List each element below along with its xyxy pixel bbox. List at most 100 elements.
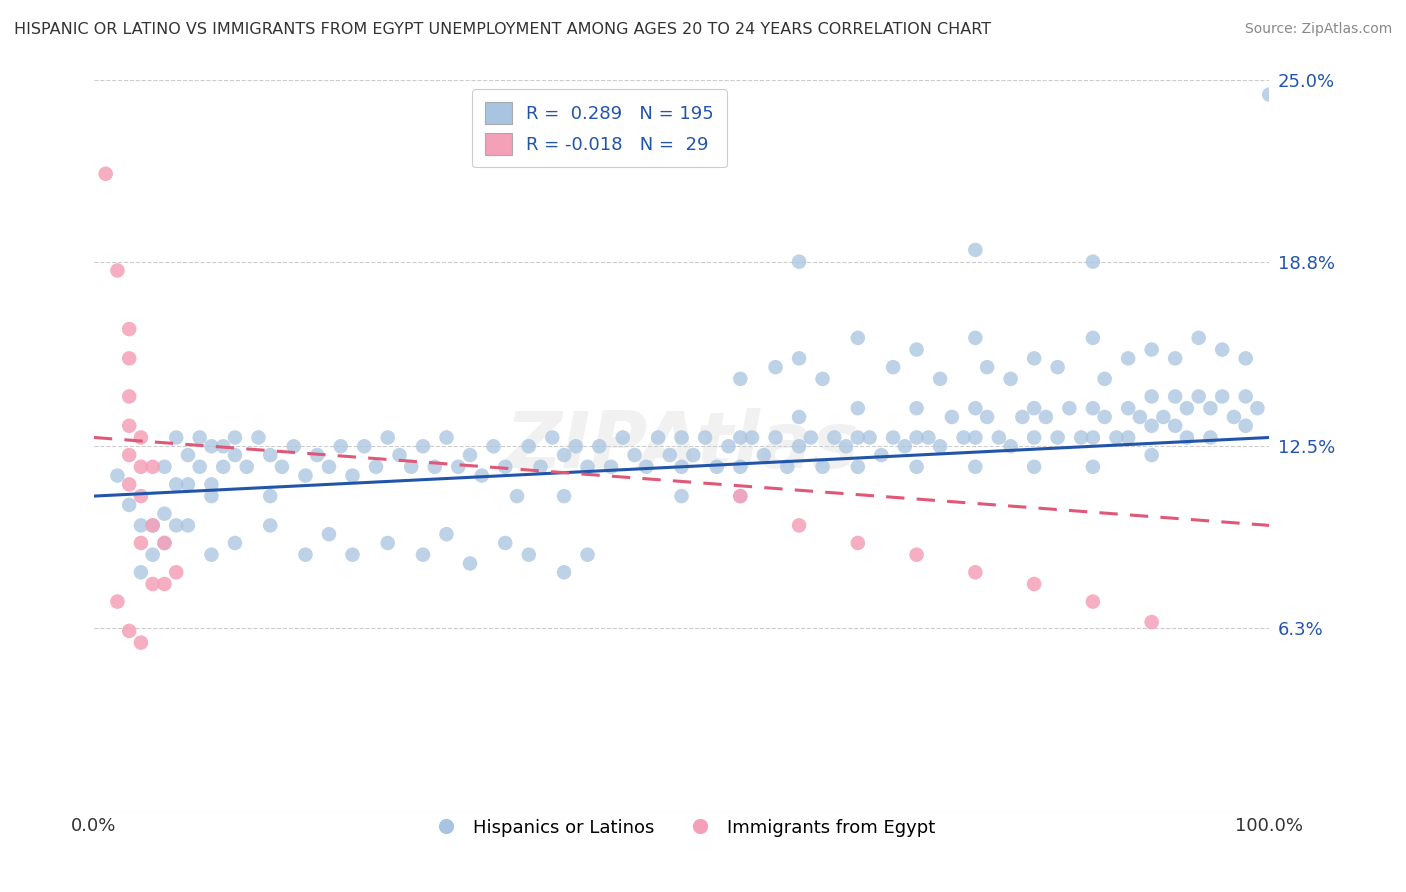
- Point: [200, 548, 222, 562]
- Text: ZIPAtlas: ZIPAtlas: [505, 409, 858, 484]
- Point: [1024, 430, 1046, 444]
- Point: [118, 498, 141, 512]
- Point: [1116, 351, 1139, 366]
- Point: [329, 439, 352, 453]
- Point: [1211, 343, 1233, 357]
- Point: [1024, 459, 1046, 474]
- Point: [517, 439, 540, 453]
- Point: [471, 468, 494, 483]
- Point: [200, 489, 222, 503]
- Point: [129, 430, 152, 444]
- Point: [423, 459, 446, 474]
- Point: [1094, 372, 1116, 386]
- Point: [1140, 615, 1163, 629]
- Point: [212, 439, 235, 453]
- Point: [283, 439, 305, 453]
- Point: [1129, 409, 1152, 424]
- Point: [259, 448, 281, 462]
- Point: [776, 459, 799, 474]
- Point: [636, 459, 658, 474]
- Point: [224, 448, 246, 462]
- Point: [294, 468, 316, 483]
- Point: [1000, 439, 1022, 453]
- Point: [846, 401, 869, 416]
- Point: [118, 624, 141, 638]
- Point: [941, 409, 963, 424]
- Point: [787, 254, 810, 268]
- Text: Source: ZipAtlas.com: Source: ZipAtlas.com: [1244, 22, 1392, 37]
- Point: [1140, 343, 1163, 357]
- Point: [905, 459, 928, 474]
- Point: [129, 635, 152, 649]
- Point: [1140, 418, 1163, 433]
- Point: [1140, 448, 1163, 462]
- Point: [142, 548, 165, 562]
- Point: [730, 489, 752, 503]
- Point: [800, 430, 823, 444]
- Point: [177, 448, 200, 462]
- Point: [765, 430, 787, 444]
- Point: [846, 536, 869, 550]
- Point: [259, 518, 281, 533]
- Point: [388, 448, 411, 462]
- Point: [1152, 409, 1174, 424]
- Point: [987, 430, 1010, 444]
- Point: [787, 409, 810, 424]
- Point: [1246, 401, 1268, 416]
- Point: [129, 459, 152, 474]
- Point: [647, 430, 669, 444]
- Point: [412, 548, 434, 562]
- Point: [153, 536, 176, 550]
- Point: [1094, 409, 1116, 424]
- Point: [1081, 594, 1104, 608]
- Point: [188, 459, 211, 474]
- Point: [576, 548, 599, 562]
- Point: [1188, 331, 1211, 345]
- Point: [765, 360, 787, 375]
- Point: [1046, 360, 1069, 375]
- Point: [905, 548, 928, 562]
- Point: [965, 243, 987, 257]
- Point: [565, 439, 588, 453]
- Point: [165, 430, 187, 444]
- Point: [377, 430, 399, 444]
- Point: [436, 527, 458, 541]
- Point: [177, 477, 200, 491]
- Point: [412, 439, 434, 453]
- Point: [165, 477, 187, 491]
- Point: [682, 448, 704, 462]
- Point: [118, 322, 141, 336]
- Point: [399, 459, 422, 474]
- Point: [882, 360, 904, 375]
- Point: [307, 448, 329, 462]
- Point: [576, 459, 599, 474]
- Point: [1035, 409, 1057, 424]
- Point: [1024, 577, 1046, 591]
- Point: [1081, 430, 1104, 444]
- Point: [165, 566, 187, 580]
- Point: [1199, 430, 1222, 444]
- Point: [94, 167, 117, 181]
- Point: [658, 448, 681, 462]
- Point: [1199, 401, 1222, 416]
- Point: [965, 401, 987, 416]
- Point: [235, 459, 257, 474]
- Point: [823, 430, 845, 444]
- Point: [730, 459, 752, 474]
- Point: [342, 548, 364, 562]
- Point: [165, 518, 187, 533]
- Point: [1223, 409, 1246, 424]
- Point: [1059, 401, 1081, 416]
- Point: [224, 536, 246, 550]
- Point: [693, 430, 716, 444]
- Point: [294, 548, 316, 562]
- Point: [1258, 87, 1281, 102]
- Point: [188, 430, 211, 444]
- Point: [787, 518, 810, 533]
- Point: [1164, 418, 1187, 433]
- Point: [482, 439, 505, 453]
- Point: [129, 489, 152, 503]
- Point: [494, 536, 516, 550]
- Point: [153, 507, 176, 521]
- Point: [623, 448, 645, 462]
